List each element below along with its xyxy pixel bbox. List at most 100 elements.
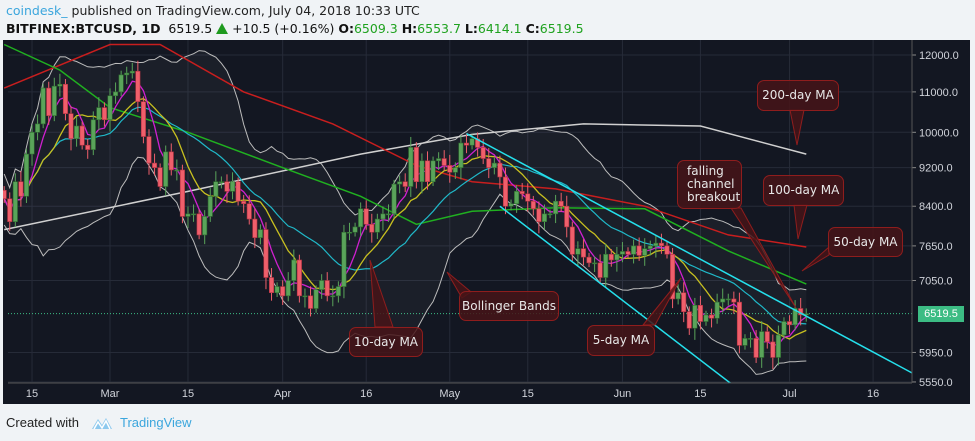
candle xyxy=(79,121,85,150)
x-tick-label: Apr xyxy=(274,388,291,400)
candle-body xyxy=(35,123,41,133)
candle xyxy=(530,195,536,216)
candle xyxy=(40,83,46,129)
low-label: L: xyxy=(464,21,478,36)
candle xyxy=(447,154,453,183)
callout-10-day-ma: 10-day MA xyxy=(349,327,423,357)
candle-body xyxy=(452,167,458,173)
candle-body xyxy=(241,200,247,205)
candle-body xyxy=(458,142,464,168)
candle-body xyxy=(3,190,7,200)
candle-body xyxy=(792,308,798,326)
candle-body xyxy=(658,242,664,247)
candle-body xyxy=(90,119,96,150)
candle-body xyxy=(775,334,781,358)
up-triangle-icon xyxy=(216,23,229,34)
candle xyxy=(397,175,403,194)
channel-lower-line xyxy=(499,205,732,383)
candle xyxy=(725,293,731,306)
candle-body xyxy=(541,213,547,222)
candle-body xyxy=(291,259,297,281)
candle xyxy=(692,297,698,340)
candle-body xyxy=(347,231,353,234)
candle-body xyxy=(207,195,213,217)
candle-body xyxy=(597,262,603,278)
candle-body xyxy=(564,205,570,228)
candle-body xyxy=(57,83,63,87)
candle xyxy=(280,280,286,306)
candle xyxy=(85,138,91,159)
candle-body xyxy=(85,144,91,150)
candle xyxy=(709,308,715,328)
candle xyxy=(374,213,380,239)
candle-body xyxy=(302,295,308,298)
candle-body xyxy=(140,101,146,137)
candle-body xyxy=(213,181,219,197)
change: +10.5 (+0.16%) xyxy=(232,21,335,36)
bollinger-fill xyxy=(4,51,806,375)
y-tick-label: 5550.0 xyxy=(919,377,953,389)
candle-body xyxy=(742,338,748,346)
candle-body xyxy=(575,248,581,255)
candle-body xyxy=(308,295,314,309)
candle xyxy=(140,96,146,144)
candle xyxy=(647,240,653,256)
candle xyxy=(263,222,269,290)
candle xyxy=(235,177,241,206)
candle-body xyxy=(441,158,447,166)
candle-body xyxy=(96,107,102,121)
candle xyxy=(29,124,35,166)
candle xyxy=(319,274,325,299)
candle xyxy=(592,256,598,273)
candle xyxy=(358,202,364,237)
candle-body xyxy=(124,72,130,76)
candle xyxy=(697,295,703,330)
candle xyxy=(703,310,709,326)
candle xyxy=(101,102,107,127)
candle-body xyxy=(191,213,197,216)
candle xyxy=(224,174,230,204)
candle xyxy=(274,282,280,297)
candle-body xyxy=(748,338,754,340)
candle xyxy=(408,136,414,197)
candle-body xyxy=(23,153,29,197)
candle xyxy=(285,272,291,302)
author-link[interactable]: coindesk_ xyxy=(6,3,68,18)
candle xyxy=(207,187,213,222)
candle xyxy=(787,315,793,335)
candle-body xyxy=(29,132,35,155)
y-tick-label: 8400.0 xyxy=(919,201,953,213)
x-tick-label: 15 xyxy=(26,388,38,400)
tradingview-logo-icon xyxy=(91,418,112,430)
high-label: H: xyxy=(401,21,418,36)
candle-body xyxy=(68,113,74,140)
candle-body xyxy=(603,253,609,278)
tradingview-link[interactable]: TradingView xyxy=(120,415,192,430)
candle xyxy=(252,208,258,249)
candle-body xyxy=(480,147,486,159)
candle-body xyxy=(257,229,263,238)
high-value: 6553.7 xyxy=(417,21,461,36)
candle-body xyxy=(168,151,174,171)
candle-body xyxy=(636,245,642,256)
candle-body xyxy=(436,158,442,162)
candle xyxy=(241,194,247,213)
candle-body xyxy=(553,200,559,215)
candle-body xyxy=(62,83,68,114)
candle-body xyxy=(380,213,386,220)
candle-body xyxy=(274,286,280,294)
candle xyxy=(308,286,314,317)
candle-body xyxy=(280,286,286,297)
pointer-50-day-ma xyxy=(801,245,830,272)
price-chart[interactable]: 12000.0 11000.0 10000.0 9200.0 8400.0 7650.0 7… xyxy=(3,40,970,404)
candle xyxy=(536,201,542,234)
candle-body xyxy=(692,304,698,329)
candle xyxy=(519,182,525,200)
candle-body xyxy=(335,286,341,297)
candle-body xyxy=(486,158,492,168)
candle xyxy=(430,156,436,186)
candle-body xyxy=(647,245,653,249)
candle xyxy=(324,272,330,302)
x-tick-label: Jun xyxy=(614,388,632,400)
chart-panel[interactable]: 12000.0 11000.0 10000.0 9200.0 8400.0 7650.0 7… xyxy=(3,40,970,404)
